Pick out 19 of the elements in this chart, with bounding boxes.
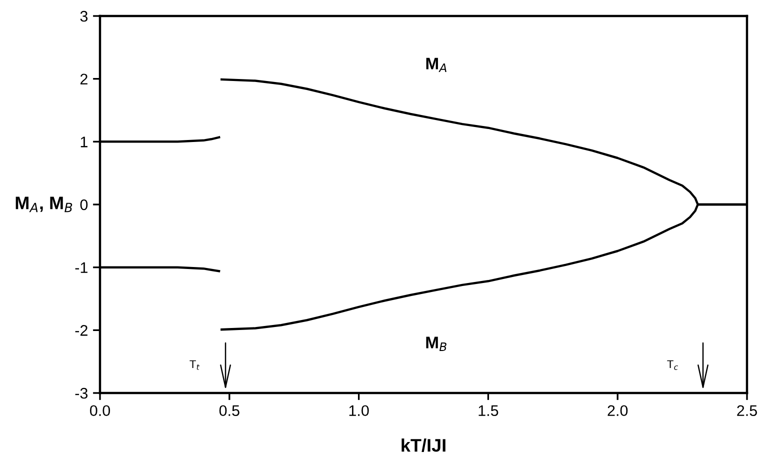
y-axis-title: M$_{A}$, M$_{B}$: [16, 196, 72, 212]
x-tick-label: 0.0: [90, 405, 110, 416]
y-tick-label: -2: [75, 325, 88, 336]
annotation: M$_{A}$: [426, 58, 446, 72]
annotation: M$_{B}$: [426, 336, 446, 351]
x-tick-label: 0.5: [219, 405, 240, 416]
y-tick-label: 3: [80, 10, 88, 22]
x-tick-label: 2.5: [737, 405, 757, 416]
y-tick-label: 2: [80, 74, 88, 84]
x-tick-label: 1.5: [478, 405, 498, 416]
y-tick-label: 0: [80, 199, 88, 210]
y-tick-label: -1: [75, 262, 88, 273]
x-axis-title: kT/IJI: [402, 438, 446, 452]
x-tick-label: 1.0: [349, 405, 369, 416]
y-tick-label: -3: [75, 388, 88, 399]
y-tick-label: 1: [80, 136, 88, 148]
x-tick-label: 2.0: [608, 405, 628, 416]
annotation: T$_{c}$: [667, 360, 678, 370]
annotation: T$_{t}$: [190, 360, 200, 370]
